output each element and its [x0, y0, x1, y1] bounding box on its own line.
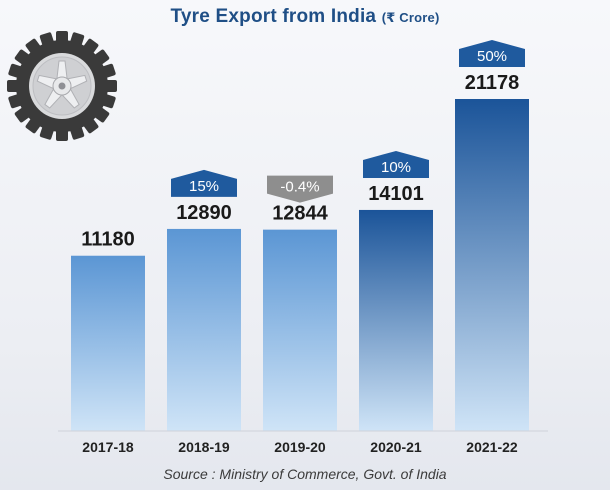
- growth-label: 50%: [477, 48, 507, 65]
- tyre-icon: [7, 31, 117, 141]
- growth-badge-up: [363, 150, 429, 178]
- bar-2018-19: [167, 228, 241, 431]
- value-label: 14101: [368, 183, 424, 205]
- growth-label: 10%: [381, 159, 411, 176]
- growth-label: -0.4%: [280, 179, 319, 196]
- chart-title-text: Tyre Export from India: [170, 6, 377, 27]
- bar-2020-21: [359, 209, 433, 431]
- chart-title-unit: (₹ Crore): [381, 10, 440, 25]
- x-tick-label: 2019-20: [274, 439, 326, 455]
- value-label: 12890: [176, 202, 232, 224]
- x-tick-label: 2018-19: [178, 439, 230, 455]
- value-label: 11180: [81, 229, 134, 251]
- bar-2021-22: [455, 99, 529, 431]
- chart-title: Tyre Export from India (₹ Crore): [0, 6, 610, 28]
- x-tick-label: 2021-22: [466, 439, 518, 455]
- value-label: 21178: [465, 72, 520, 94]
- bar-2017-18: [71, 255, 145, 431]
- value-label: 12844: [272, 203, 328, 225]
- x-tick-label: 2020-21: [370, 439, 422, 455]
- x-tick-label: 2017-18: [82, 439, 134, 455]
- growth-badge-up: [459, 40, 525, 67]
- source-note: Source : Ministry of Commerce, Govt. of …: [163, 466, 447, 482]
- growth-label: 15%: [189, 178, 219, 195]
- bar-2019-20: [263, 229, 337, 431]
- growth-badge-up: [171, 169, 237, 197]
- growth-badge-down: [267, 175, 333, 203]
